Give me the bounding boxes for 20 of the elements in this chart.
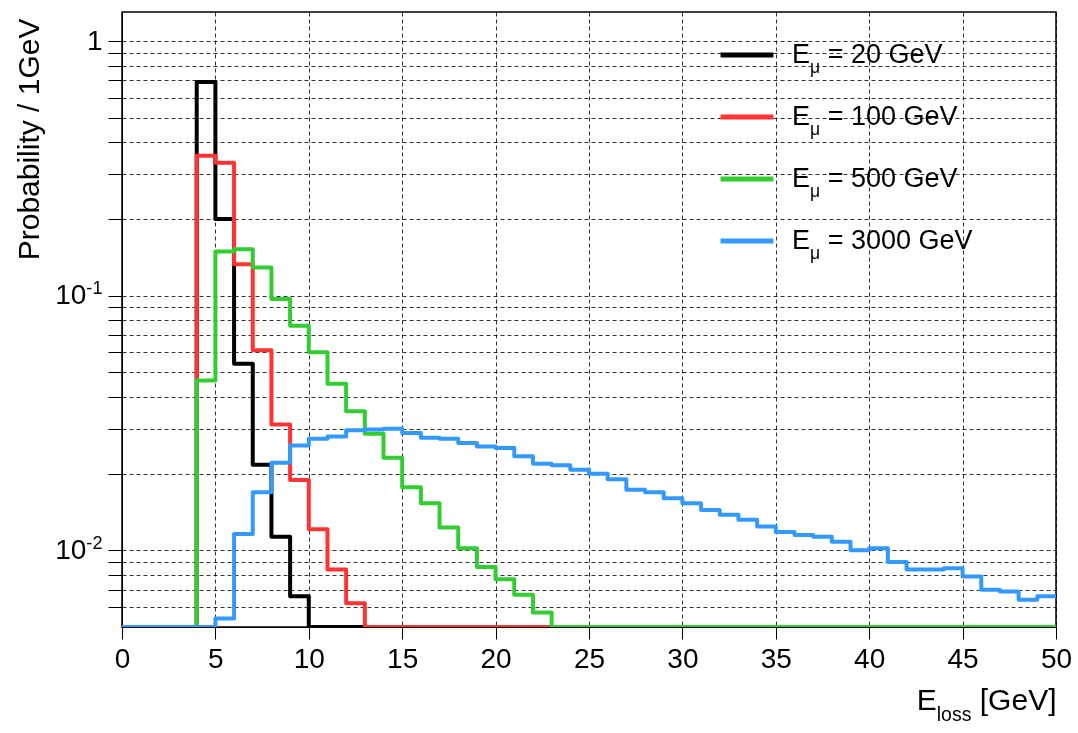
legend-label: E$_{μ}$ = 500 GeV <box>792 163 958 201</box>
y-axis-title: Probability / 1GeV <box>11 18 45 261</box>
y-tick-label: 1 <box>86 24 103 56</box>
y-tick-label: 10$^{-1}$ <box>55 278 103 311</box>
x-tick-label: 5 <box>208 642 224 674</box>
x-axis-title: E$_{loss}$ [GeV] <box>916 682 1057 725</box>
legend-label: E$_{μ}$ = 100 GeV <box>792 101 958 139</box>
y-tick-label: 10$^{-2}$ <box>55 532 103 565</box>
x-tick-label: 50 <box>1040 642 1073 674</box>
x-tick-label: 40 <box>854 642 886 674</box>
x-tick-label: 35 <box>760 642 792 674</box>
legend-label: E$_{μ}$ = 20 GeV <box>792 39 943 77</box>
x-tick-label: 10 <box>293 642 325 674</box>
x-tick-label: 15 <box>387 642 419 674</box>
legend-label: E$_{μ}$ = 3000 GeV <box>792 225 973 263</box>
x-tick-label: 25 <box>573 642 606 674</box>
x-tick-label: 0 <box>114 642 131 674</box>
x-tick-label: 30 <box>667 642 699 674</box>
x-tick-label: 20 <box>480 642 512 674</box>
x-tick-label: 45 <box>947 642 979 674</box>
